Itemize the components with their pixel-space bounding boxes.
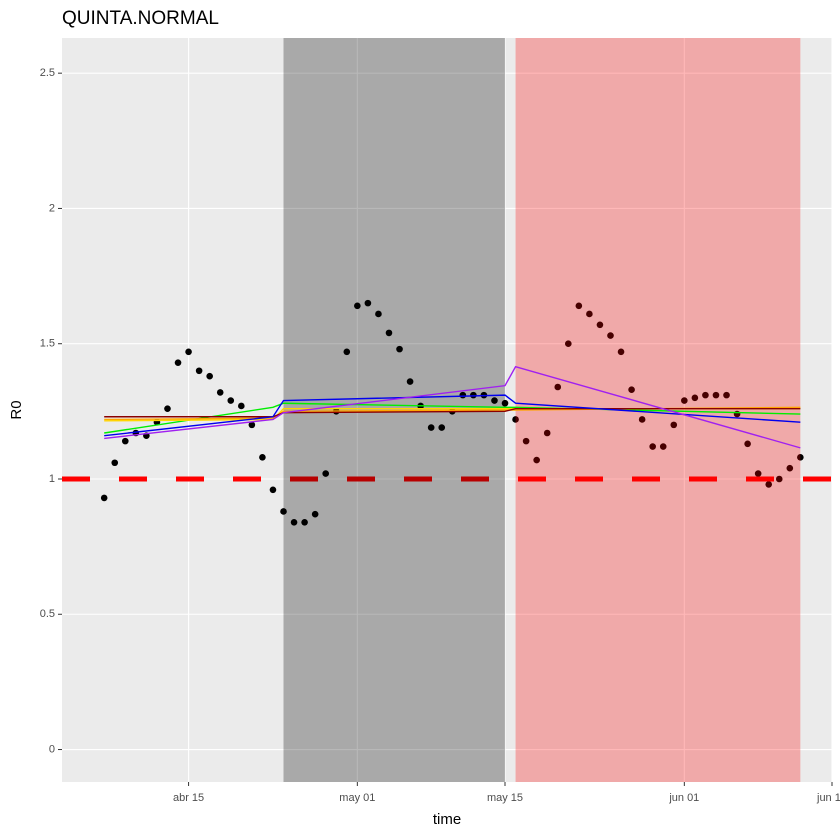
point	[649, 443, 656, 450]
point	[512, 416, 519, 423]
point	[681, 397, 688, 404]
point	[396, 345, 403, 353]
point	[565, 340, 572, 348]
fit-line	[104, 407, 801, 418]
point	[322, 470, 329, 477]
point	[121, 437, 129, 445]
point	[111, 459, 119, 467]
point	[712, 391, 720, 399]
fit-line	[104, 406, 801, 421]
fit-line	[104, 365, 801, 449]
y-axis-title: R0	[8, 400, 25, 419]
y-tick-label: 1	[49, 473, 55, 485]
point	[596, 321, 604, 329]
point	[543, 429, 551, 437]
point	[786, 464, 794, 472]
y-tick-label: 2	[49, 202, 55, 214]
point	[702, 391, 709, 399]
point	[280, 508, 287, 515]
point	[575, 302, 583, 310]
point	[670, 421, 678, 429]
point	[617, 348, 625, 356]
point	[311, 510, 319, 518]
point	[301, 518, 308, 526]
x-tick-label: jun 01	[668, 792, 699, 804]
point	[501, 399, 509, 407]
point	[638, 416, 646, 423]
point	[206, 372, 213, 380]
x-tick-label: abr 15	[173, 792, 204, 804]
point	[533, 456, 540, 464]
point	[248, 421, 256, 429]
point	[269, 486, 277, 494]
y-tick-label: 1.5	[40, 338, 55, 350]
point	[375, 310, 382, 318]
point	[723, 391, 730, 399]
point	[354, 302, 361, 310]
point	[238, 402, 245, 410]
point	[185, 348, 192, 356]
chart-title: QUINTA.NORMAL	[62, 8, 219, 29]
point	[491, 397, 498, 404]
point	[216, 389, 224, 396]
point	[522, 437, 530, 445]
point	[628, 386, 635, 394]
y-tick-label: 0.5	[40, 608, 55, 620]
point	[174, 359, 182, 366]
point	[754, 470, 762, 477]
point	[744, 440, 751, 448]
y-tick-label: 0	[49, 743, 55, 755]
point	[364, 299, 372, 307]
x-tick-label: may 01	[339, 792, 375, 804]
x-axis-title: time	[433, 811, 461, 828]
point	[385, 329, 393, 337]
point	[797, 454, 804, 461]
point	[259, 454, 266, 461]
point	[775, 475, 783, 483]
point	[607, 332, 614, 339]
point	[427, 424, 435, 431]
fit-line	[104, 394, 801, 437]
point	[554, 383, 562, 391]
point	[195, 367, 203, 375]
point	[227, 397, 235, 404]
point	[765, 481, 773, 488]
point	[438, 424, 446, 431]
point	[343, 348, 351, 356]
y-tick-label: 2.5	[40, 67, 55, 79]
point	[164, 405, 171, 412]
point	[100, 494, 108, 502]
point	[406, 378, 414, 385]
point	[691, 394, 699, 402]
point	[586, 310, 593, 318]
x-tick-label: may 15	[487, 792, 523, 804]
point	[659, 443, 667, 450]
point	[470, 391, 477, 399]
x-tick-label: jun 15	[816, 792, 840, 804]
point	[290, 518, 298, 526]
